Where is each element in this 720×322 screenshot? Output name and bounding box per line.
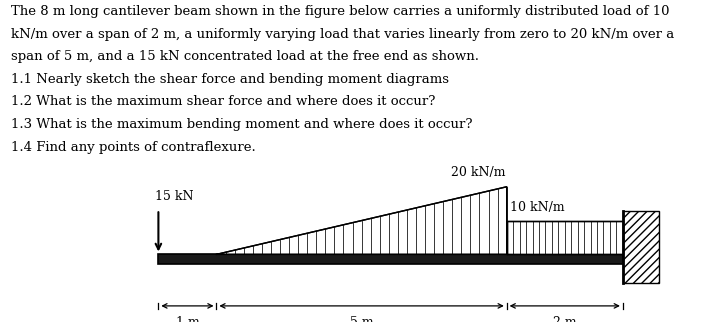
Bar [623, 211, 659, 283]
Text: The 8 m long cantilever beam shown in the figure below carries a uniformly distr: The 8 m long cantilever beam shown in th… [11, 5, 670, 18]
Polygon shape [217, 187, 507, 254]
Text: span of 5 m, and a 15 kN concentrated load at the free end as shown.: span of 5 m, and a 15 kN concentrated lo… [11, 50, 479, 63]
Text: kN/m over a span of 2 m, a uniformly varying load that varies linearly from zero: kN/m over a span of 2 m, a uniformly var… [11, 28, 674, 41]
Text: 20 kN/m: 20 kN/m [451, 166, 505, 179]
Text: 1.1 Nearly sketch the shear force and bending moment diagrams: 1.1 Nearly sketch the shear force and be… [11, 73, 449, 86]
Text: 1 m: 1 m [176, 316, 199, 322]
Bar [158, 254, 623, 264]
Text: 2 m: 2 m [553, 316, 577, 322]
Text: 15 kN: 15 kN [155, 190, 193, 203]
Text: 5 m: 5 m [350, 316, 374, 322]
Text: 1.2 What is the maximum shear force and where does it occur?: 1.2 What is the maximum shear force and … [11, 95, 435, 109]
Text: 1.3 What is the maximum bending moment and where does it occur?: 1.3 What is the maximum bending moment a… [11, 118, 472, 131]
Text: 10 kN/m: 10 kN/m [510, 201, 565, 214]
Text: 1.4 Find any points of contraflexure.: 1.4 Find any points of contraflexure. [11, 141, 256, 154]
Polygon shape [507, 221, 623, 254]
